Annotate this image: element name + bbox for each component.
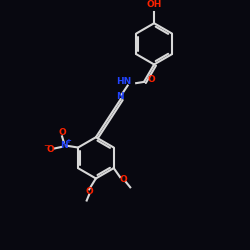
Text: OH: OH [146,0,162,10]
Text: O: O [58,128,66,136]
Text: O: O [85,187,93,196]
Text: O: O [46,145,54,154]
Text: O: O [147,76,155,84]
Text: O: O [119,174,127,184]
Text: HN: HN [116,78,131,86]
Text: N: N [60,141,68,150]
Text: +: + [66,138,71,144]
Text: −: − [43,143,49,149]
Text: N: N [116,92,124,101]
